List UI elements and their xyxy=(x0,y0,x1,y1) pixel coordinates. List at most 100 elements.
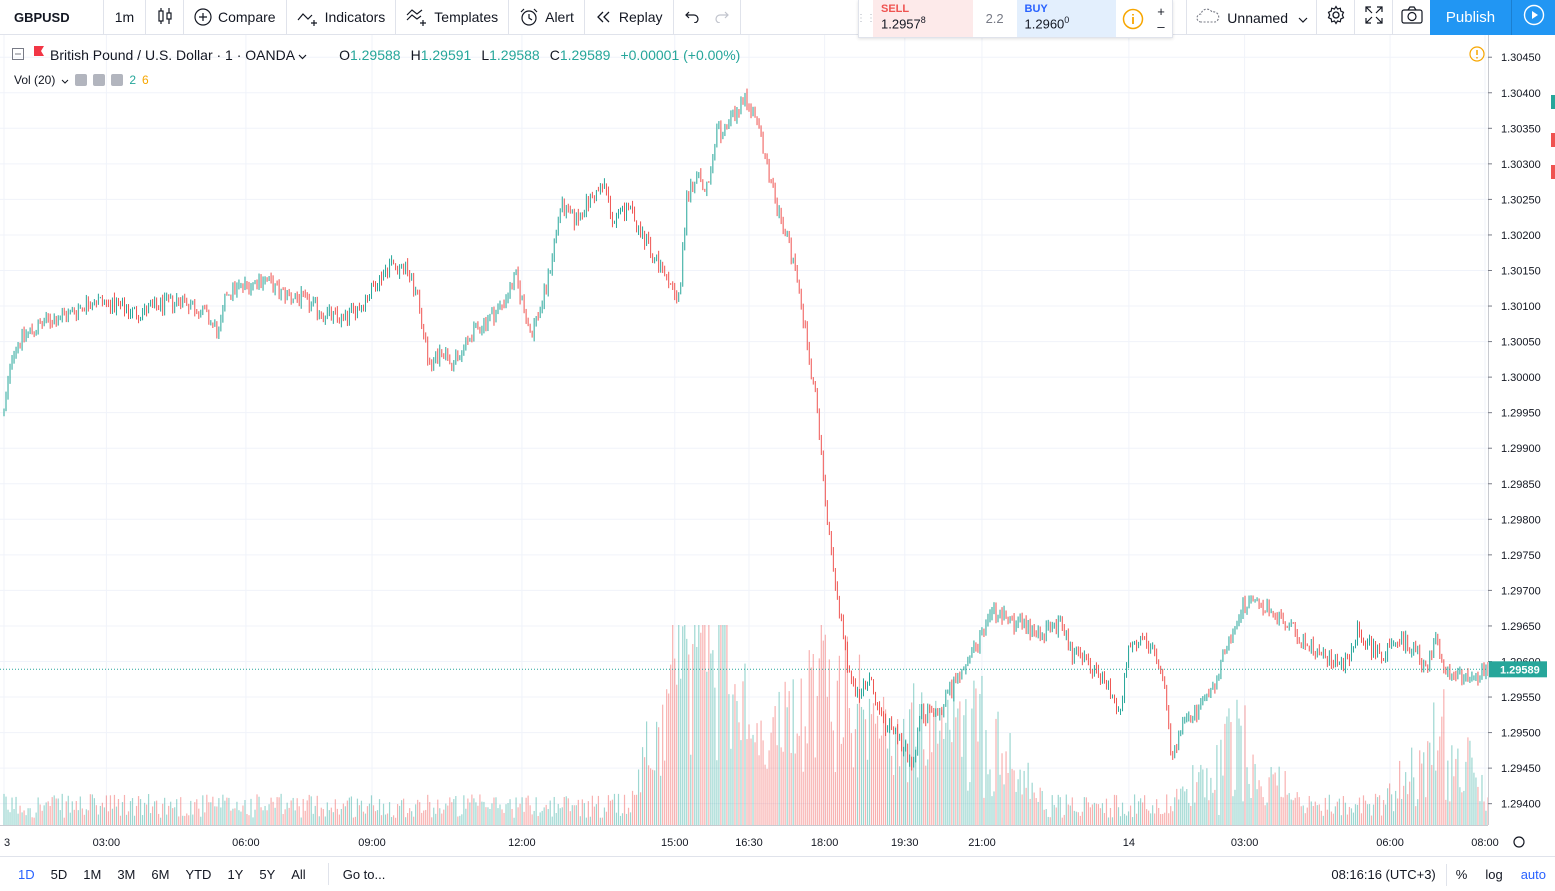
eye-icon[interactable] xyxy=(75,74,88,86)
y-tick-label: 1.29500 xyxy=(1501,728,1541,740)
volume-bar xyxy=(103,807,106,825)
warning-icon[interactable] xyxy=(1469,46,1485,67)
volume-bar xyxy=(1001,753,1003,825)
volume-value-2: 6 xyxy=(142,73,149,87)
volume-bar xyxy=(224,800,226,825)
alert-button[interactable]: Alert xyxy=(509,0,585,35)
chart-type-button[interactable] xyxy=(146,0,184,35)
settings-button[interactable] xyxy=(1316,0,1354,35)
range-button-ytd[interactable]: YTD xyxy=(185,866,212,882)
axis-settings-gear-icon[interactable] xyxy=(1513,836,1525,848)
close-value: C1.29589 xyxy=(549,46,611,63)
volume-bar xyxy=(971,708,973,825)
percent-toggle[interactable]: % xyxy=(1455,867,1468,882)
volume-bar xyxy=(573,805,575,825)
replay-button[interactable]: Replay xyxy=(585,0,674,35)
volume-bar xyxy=(987,774,989,825)
fullscreen-button[interactable] xyxy=(1354,0,1392,35)
ohlc-values: O1.29588 H1.29591 L1.29588 C1.29589 +0.0… xyxy=(339,47,740,63)
auto-toggle[interactable]: auto xyxy=(1520,867,1546,882)
price-axis[interactable]: 1.30450 1.30400 1.30350 1.30300 1.30250 1.302… xyxy=(1488,35,1555,856)
drag-handle-icon[interactable]: ⋮⋮ xyxy=(856,13,876,24)
volume-bar xyxy=(1129,805,1132,825)
y-tick-label: 1.30250 xyxy=(1501,194,1541,206)
price-chart[interactable]: 1.30450 1.30400 1.30350 1.30300 1.30250 1.302… xyxy=(0,35,1555,856)
sell-button[interactable]: SELL 1.29578 xyxy=(873,0,973,37)
volume-bar xyxy=(1461,792,1463,825)
volume-bar xyxy=(804,726,806,825)
volume-bar xyxy=(1206,768,1208,825)
range-button-1m[interactable]: 1M xyxy=(83,866,102,882)
volume-label[interactable]: Vol (20) xyxy=(14,73,56,87)
volume-bar xyxy=(407,813,409,825)
compare-button[interactable]: Compare xyxy=(184,0,287,35)
volume-bar xyxy=(943,738,945,825)
volume-bar xyxy=(746,739,748,825)
plus-icon[interactable]: + xyxy=(1157,3,1165,19)
play-button[interactable] xyxy=(1511,0,1555,35)
undo-icon[interactable] xyxy=(684,9,700,26)
goto-button[interactable]: Go to... xyxy=(327,863,385,885)
volume-bar xyxy=(194,802,196,825)
range-button-5d[interactable]: 5D xyxy=(50,866,68,882)
volume-bar xyxy=(1017,779,1019,825)
volume-bar xyxy=(611,799,614,825)
plus-circle-icon xyxy=(194,8,212,26)
volume-bar xyxy=(1210,777,1212,825)
volume-bar xyxy=(296,798,298,825)
snapshot-button[interactable] xyxy=(1392,0,1430,35)
volume-bar xyxy=(1113,794,1116,825)
gear-icon[interactable] xyxy=(93,74,106,86)
range-button-1y[interactable]: 1Y xyxy=(227,866,244,882)
volume-bar xyxy=(525,797,527,825)
indicators-button[interactable]: Indicators xyxy=(287,0,397,35)
volume-bar xyxy=(539,812,541,825)
volume-bar xyxy=(282,814,284,825)
log-toggle[interactable]: log xyxy=(1485,867,1503,882)
close-icon[interactable] xyxy=(111,74,124,86)
templates-button[interactable]: Templates xyxy=(396,0,510,35)
volume-bar xyxy=(248,815,250,825)
interval-button[interactable]: 1m xyxy=(104,0,146,35)
rewind-icon xyxy=(595,10,613,24)
collapse-icon[interactable] xyxy=(12,47,24,63)
publish-button[interactable]: Publish xyxy=(1430,0,1511,35)
volume-bar xyxy=(716,760,718,825)
chevron-down-icon[interactable] xyxy=(298,47,307,63)
volume-bar xyxy=(1298,797,1300,825)
time-axis[interactable]: 3 03:00 06:00 09:00 12:00 15:00 16:30 18:00 19:3… xyxy=(0,825,1525,850)
volume-bar xyxy=(59,810,61,825)
volume-bar xyxy=(1310,801,1312,825)
volume-bar xyxy=(435,813,437,825)
range-button-1d[interactable]: 1D xyxy=(18,866,35,882)
buy-button[interactable]: BUY 1.29600 xyxy=(1016,0,1117,37)
chevron-down-icon[interactable] xyxy=(61,73,69,87)
redo-icon[interactable] xyxy=(714,9,730,26)
volume-bar xyxy=(11,797,13,825)
volume-bar xyxy=(884,709,887,825)
volume-bar xyxy=(154,801,156,825)
series-title[interactable]: British Pound / U.S. Dollar · 1 · OANDA xyxy=(50,46,296,63)
minus-icon[interactable]: – xyxy=(1157,18,1165,34)
volume-bar xyxy=(1449,801,1451,825)
volume-bar xyxy=(1338,798,1340,825)
volume-bar xyxy=(702,625,704,825)
volume-bar xyxy=(1322,815,1324,825)
volume-bar xyxy=(856,703,859,825)
range-button-all[interactable]: All xyxy=(291,866,306,882)
x-tick-label: 18:00 xyxy=(811,837,839,849)
range-button-3m[interactable]: 3M xyxy=(117,866,136,882)
info-icon[interactable] xyxy=(1116,0,1150,37)
layout-menu-button[interactable]: Unnamed xyxy=(1186,0,1316,35)
volume-bar xyxy=(384,814,387,825)
quantity-stepper[interactable]: + – xyxy=(1150,0,1172,37)
volume-bar xyxy=(949,729,951,825)
symbol-search-button[interactable]: GBPUSD xyxy=(0,0,104,35)
volume-bar xyxy=(1256,789,1258,825)
clock-display[interactable]: 08:16:16 (UTC+3) xyxy=(1321,863,1447,886)
volume-bar xyxy=(660,775,662,825)
range-button-6m[interactable]: 6M xyxy=(151,866,170,882)
x-tick-label: 06:00 xyxy=(1376,837,1404,849)
volume-bar xyxy=(1015,791,1017,825)
range-button-5y[interactable]: 5Y xyxy=(259,866,276,882)
